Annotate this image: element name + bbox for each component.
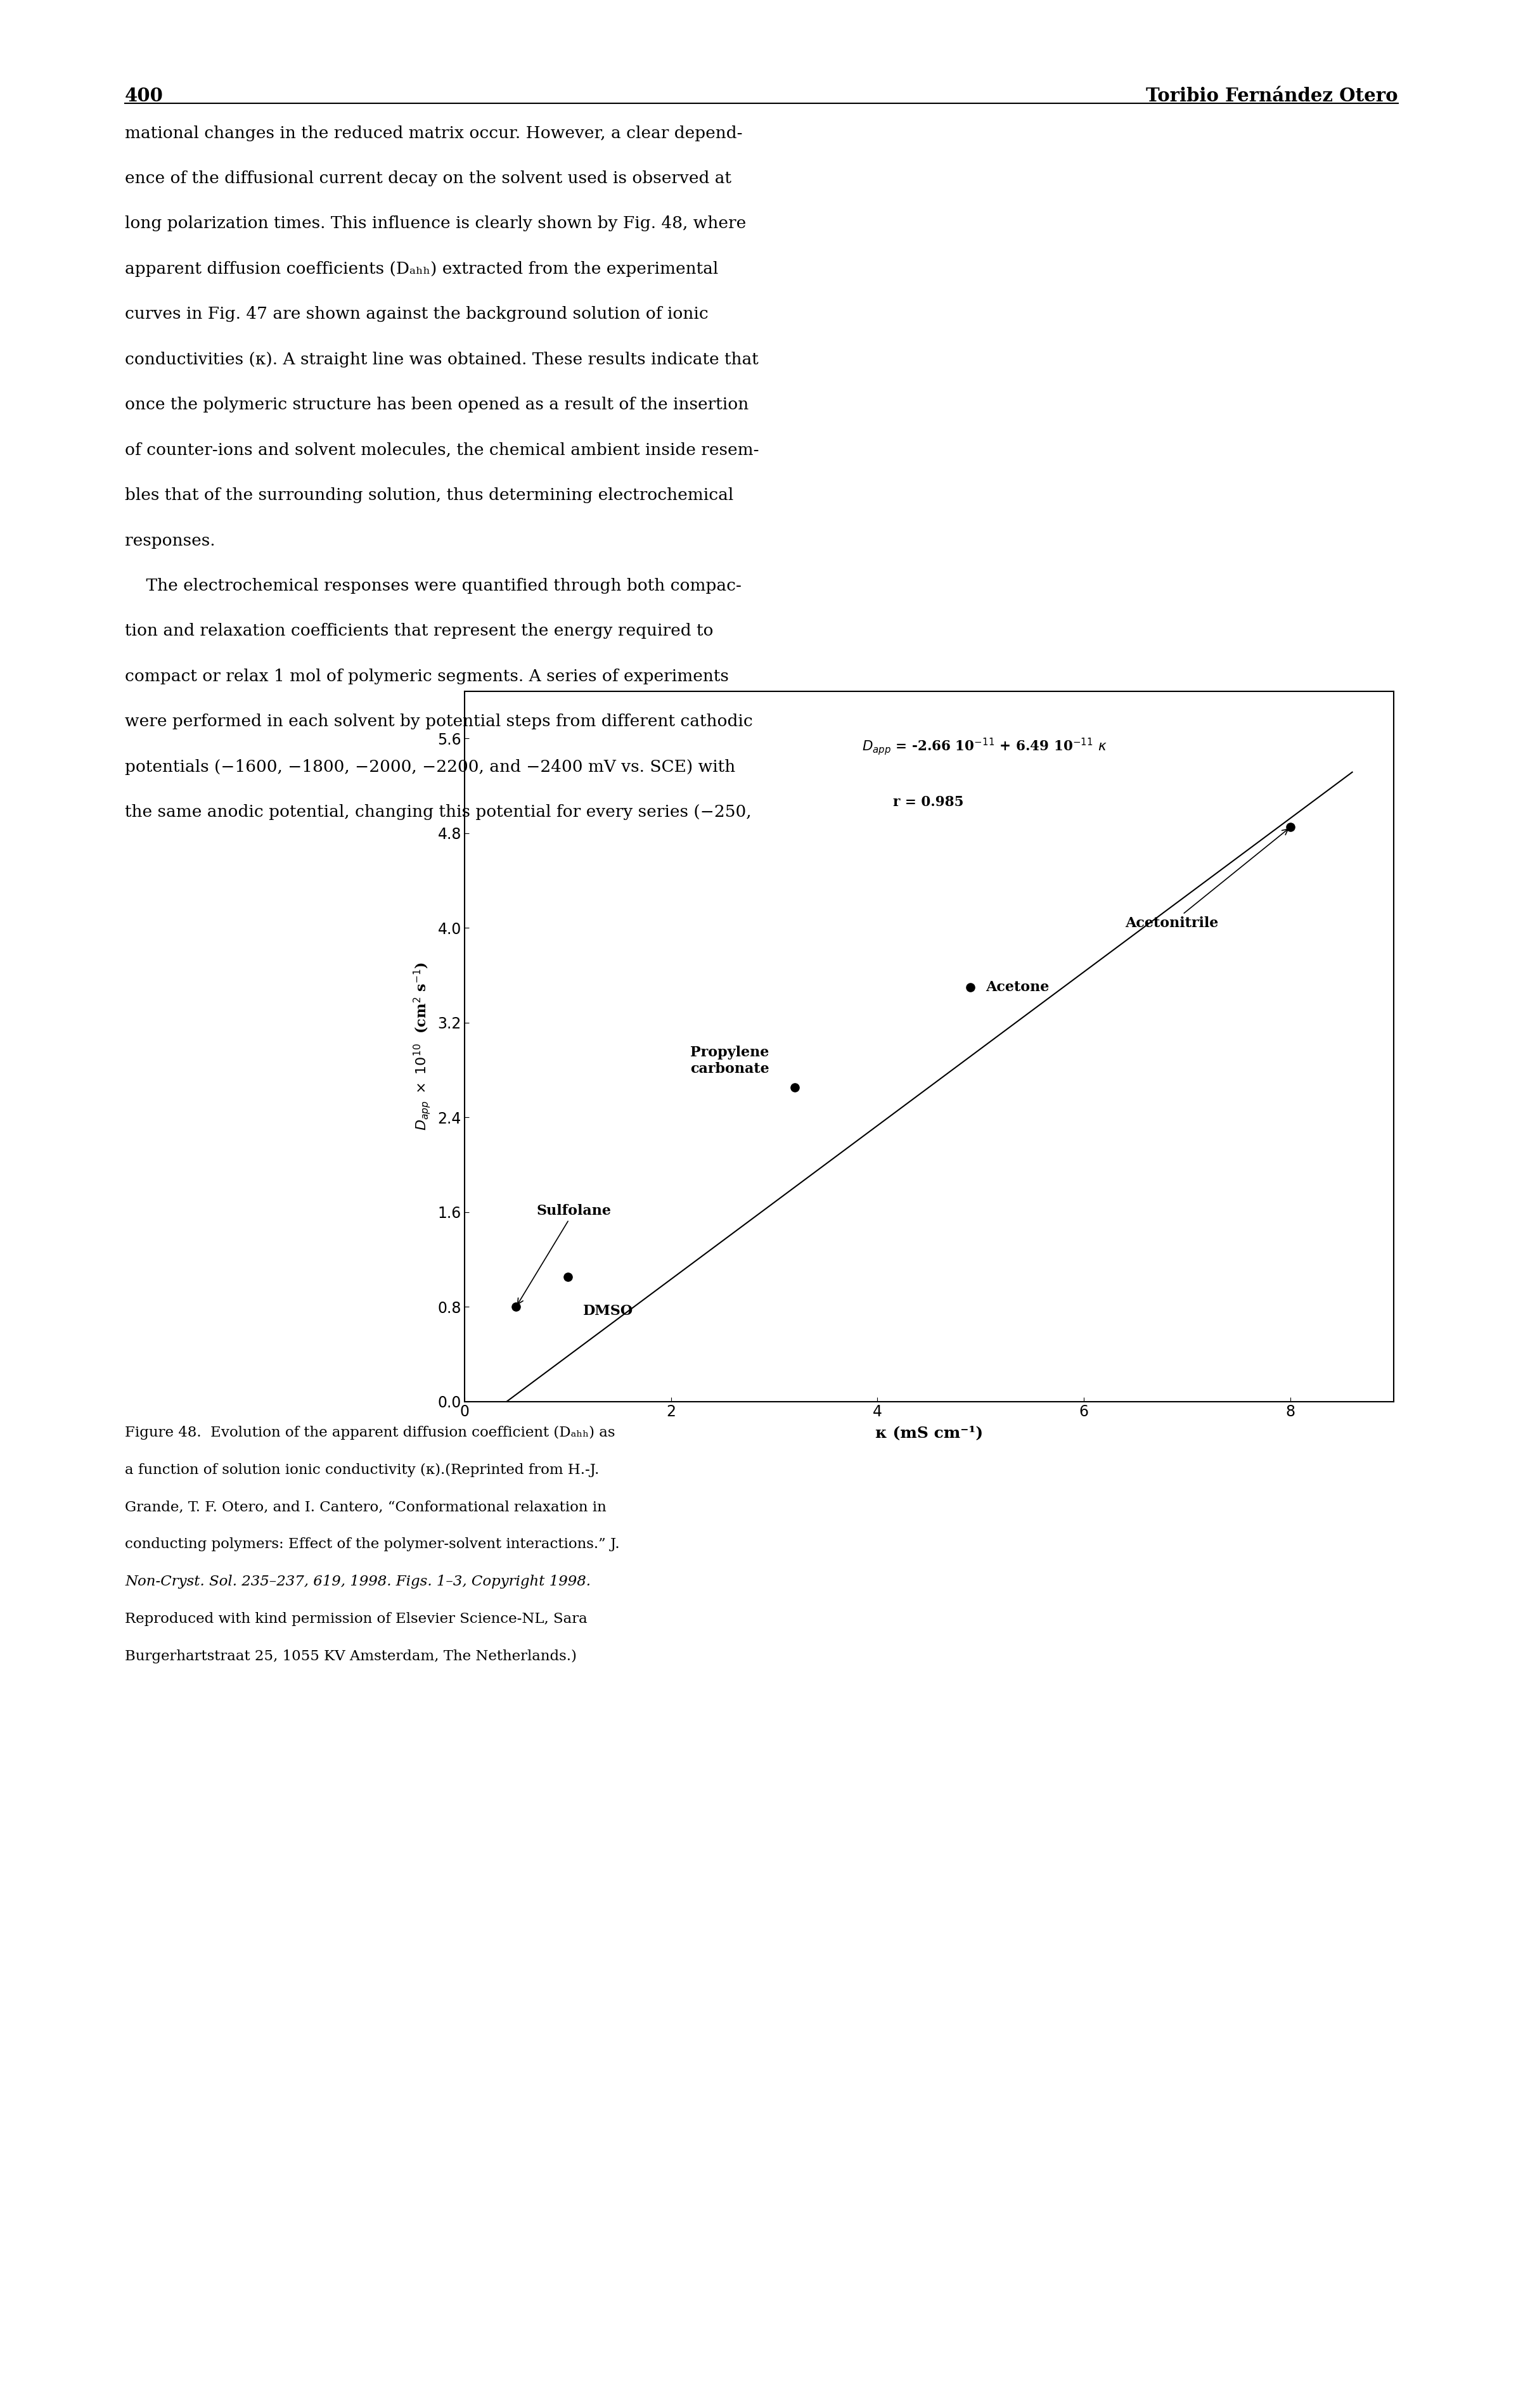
Text: Burgerhartstraat 25, 1055 KV Amsterdam, The Netherlands.): Burgerhartstraat 25, 1055 KV Amsterdam, … <box>125 1649 577 1664</box>
Text: the same anodic potential, changing this potential for every series (−250,: the same anodic potential, changing this… <box>125 804 751 821</box>
Text: a function of solution ionic conductivity (κ).(Reprinted from H.-J.: a function of solution ionic conductivit… <box>125 1464 599 1476</box>
Text: The electrochemical responses were quantified through both compac-: The electrochemical responses were quant… <box>125 578 742 595</box>
Point <box>1278 809 1302 848</box>
Text: 400: 400 <box>125 87 163 106</box>
Text: r = 0.985: r = 0.985 <box>892 795 964 809</box>
Y-axis label: $D_{app}\ \times\ 10^{10}$  (cm$^2$ s$^{-1}$): $D_{app}\ \times\ 10^{10}$ (cm$^2$ s$^{-… <box>413 963 433 1129</box>
Text: Acetone: Acetone <box>985 980 1049 995</box>
Point <box>783 1069 807 1108</box>
Text: Non-Cryst. Sol. 235–237, 619, 1998. Figs. 1–3, Copyright 1998.: Non-Cryst. Sol. 235–237, 619, 1998. Figs… <box>125 1575 591 1589</box>
Text: Figure 48.  Evolution of the apparent diffusion coefficient (Dₐₕₕ) as: Figure 48. Evolution of the apparent dif… <box>125 1426 615 1440</box>
Text: ence of the diffusional current decay on the solvent used is observed at: ence of the diffusional current decay on… <box>125 171 731 185</box>
Text: mational changes in the reduced matrix occur. However, a clear depend-: mational changes in the reduced matrix o… <box>125 125 743 142</box>
Text: responses.: responses. <box>125 532 215 549</box>
Text: tion and relaxation coefficients that represent the energy required to: tion and relaxation coefficients that re… <box>125 624 713 638</box>
Text: long polarization times. This influence is clearly shown by Fig. 48, where: long polarization times. This influence … <box>125 217 746 231</box>
Text: conducting polymers: Effect of the polymer-solvent interactions.” J.: conducting polymers: Effect of the polym… <box>125 1539 620 1551</box>
Text: bles that of the surrounding solution, thus determining electrochemical: bles that of the surrounding solution, t… <box>125 486 734 503</box>
X-axis label: κ (mS cm⁻¹): κ (mS cm⁻¹) <box>876 1426 982 1440</box>
Text: apparent diffusion coefficients (Dₐₕₕ) extracted from the experimental: apparent diffusion coefficients (Dₐₕₕ) e… <box>125 260 719 277</box>
Text: Grande, T. F. Otero, and I. Cantero, “Conformational relaxation in: Grande, T. F. Otero, and I. Cantero, “Co… <box>125 1500 606 1515</box>
Point <box>958 968 982 1007</box>
Text: Sulfolane: Sulfolane <box>518 1204 612 1305</box>
Text: Propylene
carbonate: Propylene carbonate <box>690 1045 769 1076</box>
Text: $D_{app}$ = -2.66 10$^{-11}$ + 6.49 10$^{-11}$ $\kappa$: $D_{app}$ = -2.66 10$^{-11}$ + 6.49 10$^… <box>862 737 1107 756</box>
Text: were performed in each solvent by potential steps from different cathodic: were performed in each solvent by potent… <box>125 713 752 730</box>
Point <box>556 1257 580 1296</box>
Text: DMSO: DMSO <box>583 1305 634 1317</box>
Text: Toribio Fernández Otero: Toribio Fernández Otero <box>1147 87 1398 106</box>
Text: of counter-ions and solvent molecules, the chemical ambient inside resem-: of counter-ions and solvent molecules, t… <box>125 443 758 458</box>
Text: potentials (−1600, −1800, −2000, −2200, and −2400 mV vs. SCE) with: potentials (−1600, −1800, −2000, −2200, … <box>125 759 736 775</box>
Text: compact or relax 1 mol of polymeric segments. A series of experiments: compact or relax 1 mol of polymeric segm… <box>125 669 730 684</box>
Point <box>504 1288 528 1327</box>
Text: Reproduced with kind permission of Elsevier Science-NL, Sara: Reproduced with kind permission of Elsev… <box>125 1613 588 1625</box>
Text: conductivities (κ). A straight line was obtained. These results indicate that: conductivities (κ). A straight line was … <box>125 352 758 368</box>
Text: Acetonitrile: Acetonitrile <box>1125 828 1288 929</box>
Text: curves in Fig. 47 are shown against the background solution of ionic: curves in Fig. 47 are shown against the … <box>125 306 708 323</box>
Text: once the polymeric structure has been opened as a result of the insertion: once the polymeric structure has been op… <box>125 397 749 412</box>
